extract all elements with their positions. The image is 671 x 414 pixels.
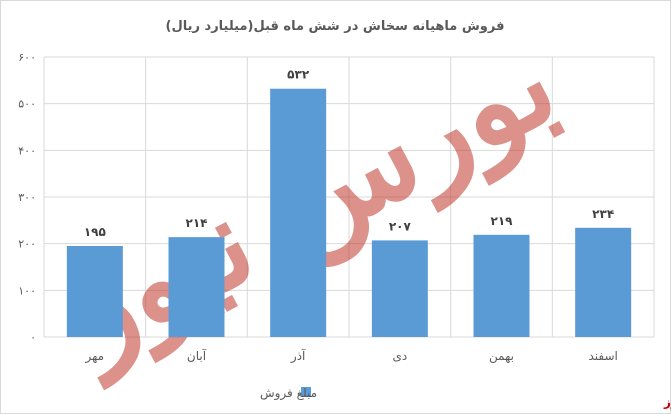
bar (270, 88, 327, 337)
gridlines (43, 56, 655, 338)
y-tick-label: ۳۰۰ (18, 191, 36, 204)
category-label: اسفند (588, 349, 617, 363)
legend-label: مبلغ فروش (260, 386, 317, 401)
data-label: ۲۳۴ (592, 207, 614, 221)
y-tick-label: ۱۰۰ (18, 284, 36, 297)
bar (575, 227, 632, 337)
category-label: آذر (290, 348, 306, 364)
brand-logo-text: بورس نیوز (663, 395, 671, 410)
data-label: ۱۹۵ (84, 225, 106, 239)
data-label: ۵۳۲ (287, 68, 310, 82)
y-axis-ticks: ۰ ۱۰۰ ۲۰۰ ۳۰۰ ۴۰۰ ۵۰۰ ۶۰۰ (18, 51, 36, 344)
y-tick-label: ۴۰۰ (18, 144, 36, 157)
y-tick-label: ۶۰۰ (18, 51, 36, 64)
category-label: بهمن (489, 349, 514, 364)
data-label: ۲۱۹ (491, 214, 514, 228)
chart-title: فروش ماهیانه سخاش در شش ماه قبل(میلیارد … (166, 19, 505, 34)
data-label: ۲۰۷ (389, 219, 412, 233)
bar (66, 246, 123, 337)
category-label: مهر (85, 349, 105, 364)
y-tick-label: ۲۰۰ (18, 238, 36, 251)
bar (473, 234, 530, 337)
bars: ۱۹۵ ۲۱۴ ۵۳۲ ۲۰۷ ۲۱۹ ۲۳۴ (66, 68, 632, 337)
category-label: آبان (187, 348, 207, 363)
category-label: دی (392, 349, 407, 363)
legend-swatch (301, 387, 311, 397)
y-tick-label: ۰ (30, 331, 36, 344)
x-axis-categories: مهر آبان آذر دی بهمن اسفند (85, 348, 618, 364)
data-label: ۲۱۴ (186, 216, 208, 230)
bar (371, 240, 428, 337)
bar (168, 237, 225, 337)
y-tick-label: ۵۰۰ (18, 98, 36, 111)
legend: مبلغ فروش (260, 386, 317, 401)
